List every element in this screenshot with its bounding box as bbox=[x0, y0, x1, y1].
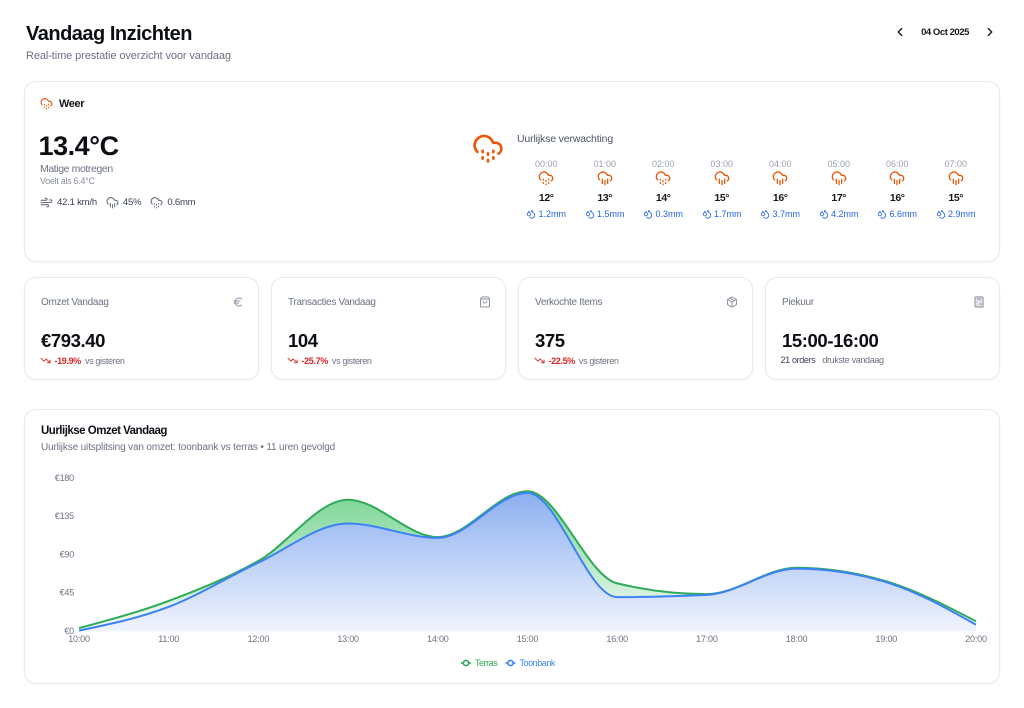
svg-text:Toonbank: Toonbank bbox=[520, 658, 556, 668]
svg-text:12:00: 12:00 bbox=[248, 634, 270, 644]
svg-text:€0: €0 bbox=[64, 626, 74, 636]
svg-text:€90: €90 bbox=[60, 549, 75, 559]
svg-text:13:00: 13:00 bbox=[337, 634, 359, 644]
svg-text:14:00: 14:00 bbox=[427, 634, 449, 644]
svg-text:€45: €45 bbox=[60, 588, 75, 598]
svg-text:11:00: 11:00 bbox=[158, 634, 179, 644]
svg-text:Terras: Terras bbox=[475, 658, 498, 668]
svg-text:16:00: 16:00 bbox=[606, 634, 628, 644]
svg-text:17:00: 17:00 bbox=[696, 634, 718, 644]
svg-text:15:00: 15:00 bbox=[517, 634, 539, 644]
svg-text:18:00: 18:00 bbox=[786, 634, 808, 644]
svg-text:€135: €135 bbox=[55, 511, 74, 521]
svg-text:€180: €180 bbox=[55, 473, 74, 483]
svg-text:20:00: 20:00 bbox=[965, 634, 987, 644]
svg-text:19:00: 19:00 bbox=[876, 634, 898, 644]
svg-text:10:00: 10:00 bbox=[68, 634, 90, 644]
